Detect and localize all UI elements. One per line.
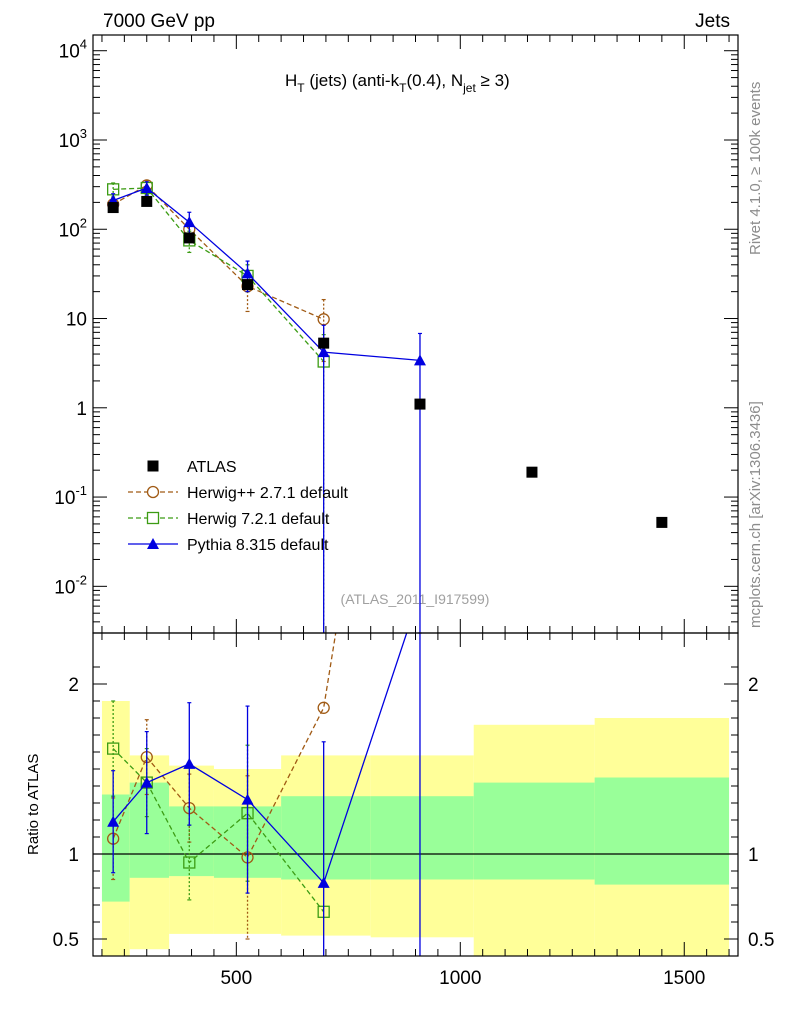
ratio-ytick-label-left-2: 2 bbox=[68, 675, 79, 696]
main-ytick-label-0: 10-2 bbox=[54, 572, 87, 598]
main-series bbox=[107, 179, 668, 633]
legend-label-herwig72: Herwig 7.2.1 default bbox=[187, 511, 330, 528]
main-ytick-label-5: 103 bbox=[59, 126, 87, 152]
legend-marker-herwig72 bbox=[146, 511, 160, 525]
main-herwig72 bbox=[107, 181, 330, 633]
ratio-pythia-point-2 bbox=[183, 757, 196, 769]
ratio-uncertainty-bands bbox=[101, 701, 730, 956]
main-atlas-point-0 bbox=[107, 202, 119, 214]
main-herwig72-line bbox=[113, 187, 325, 362]
legend-marker-atlas bbox=[147, 460, 159, 472]
ratio-ytick-label-left-1: 1 bbox=[68, 845, 79, 866]
ratio-ytick-label-right-1: 1 bbox=[748, 845, 759, 866]
ratio-ytick-label-right-0: 0.5 bbox=[748, 930, 774, 951]
ratio-pythia-line bbox=[112, 633, 408, 885]
header-left: 7000 GeV pp bbox=[103, 11, 215, 32]
ratio-herwigpp-line bbox=[112, 633, 337, 859]
header-right: Jets bbox=[695, 11, 730, 32]
main-atlas-point-6 bbox=[526, 466, 538, 478]
legend: ATLAS Herwig++ 2.7.1 default Herwig 7.2.1 … bbox=[128, 459, 349, 554]
main-ytick-label-6: 104 bbox=[59, 37, 87, 63]
band-inner-5 bbox=[370, 796, 474, 880]
main-pythia-point-4 bbox=[317, 346, 330, 358]
ratio-pythia-point-0 bbox=[107, 815, 120, 827]
main-pythia-line bbox=[112, 187, 421, 361]
band-inner-4 bbox=[281, 796, 371, 880]
ratio-ylabel: Ratio to ATLAS bbox=[25, 754, 42, 855]
ratio-herwig72-point-0 bbox=[107, 742, 120, 755]
band-inner-6 bbox=[473, 782, 595, 880]
legend-entry-herwigpp: Herwig++ 2.7.1 default bbox=[128, 485, 349, 502]
band-inner-0 bbox=[101, 794, 130, 902]
legend-entry-pythia: Pythia 8.315 default bbox=[128, 537, 329, 554]
main-pythia-point-5 bbox=[413, 354, 426, 366]
rivet-label: Rivet 4.1.0, ≥ 100k events bbox=[747, 82, 764, 255]
band-inner-7 bbox=[594, 777, 730, 885]
main-atlas-point-1 bbox=[141, 195, 153, 207]
main-pythia bbox=[107, 181, 426, 633]
band-inner-2 bbox=[169, 806, 214, 877]
ratio-xtick-label-0: 500 bbox=[220, 968, 252, 989]
main-ytick-label-3: 10 bbox=[66, 310, 87, 331]
main-ytick-label-4: 102 bbox=[59, 215, 87, 241]
legend-marker-herwigpp bbox=[146, 485, 160, 499]
ratio-pythia bbox=[107, 632, 422, 956]
main-atlas-point-3 bbox=[242, 279, 254, 291]
main-herwigpp bbox=[107, 179, 330, 363]
legend-label-pythia: Pythia 8.315 default bbox=[187, 537, 329, 554]
main-pythia-point-3 bbox=[241, 267, 254, 279]
main-atlas-point-7 bbox=[656, 516, 668, 528]
analysis-id: (ATLAS_2011_I917599) bbox=[341, 591, 490, 607]
ratio-herwig72-point-2 bbox=[183, 856, 196, 869]
main-ytick-label-1: 10-1 bbox=[54, 483, 87, 509]
main-atlas bbox=[107, 195, 668, 528]
plot-title: HT (jets) (anti-kT(0.4), Njet ≥ 3) bbox=[285, 71, 510, 95]
band-inner-1 bbox=[129, 782, 170, 878]
legend-label-herwigpp: Herwig++ 2.7.1 default bbox=[187, 485, 349, 502]
main-ytick-label-2: 1 bbox=[76, 399, 87, 420]
ratio-pythia-point-1 bbox=[140, 776, 153, 788]
main-pythia-point-2 bbox=[183, 216, 196, 228]
main-atlas-point-2 bbox=[183, 232, 195, 244]
legend-entry-herwig72: Herwig 7.2.1 default bbox=[128, 511, 330, 528]
legend-entry-atlas: ATLAS bbox=[147, 459, 237, 476]
legend-label-atlas: ATLAS bbox=[187, 459, 237, 476]
ratio-ytick-label-right-2: 2 bbox=[748, 675, 759, 696]
ratio-pythia-point-3 bbox=[241, 793, 254, 805]
ratio-series bbox=[107, 632, 422, 956]
main-atlas-point-5 bbox=[414, 398, 426, 410]
ratio-xtick-label-1: 1000 bbox=[439, 968, 481, 989]
legend-marker-pythia bbox=[147, 538, 159, 549]
mcplots-label: mcplots.cern.ch [arXiv:1306.3436] bbox=[747, 401, 764, 628]
ratio-ytick-label-left-0: 0.5 bbox=[53, 930, 79, 951]
main-pythia-point-1 bbox=[140, 181, 153, 193]
ratio-herwigpp-point-4 bbox=[317, 701, 330, 714]
ratio-pythia-point-4 bbox=[317, 876, 330, 888]
axes: 10-2 10-1 1 10 102 103 104 500 1000 1500 0.5 0.5 1 1 2… bbox=[53, 35, 774, 989]
ratio-xtick-label-2: 1500 bbox=[663, 968, 705, 989]
main-atlas-point-4 bbox=[318, 337, 330, 349]
